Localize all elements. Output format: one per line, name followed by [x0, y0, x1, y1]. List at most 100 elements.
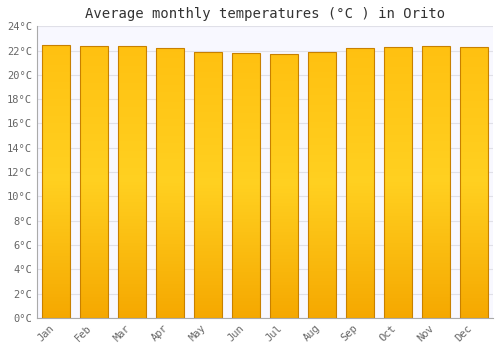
- Bar: [460, 94, 487, 98]
- Bar: [270, 311, 297, 315]
- Bar: [42, 106, 70, 110]
- Bar: [346, 82, 374, 85]
- Bar: [118, 97, 146, 100]
- Bar: [156, 267, 184, 271]
- Bar: [422, 178, 450, 182]
- Bar: [384, 142, 411, 145]
- Bar: [42, 284, 70, 287]
- Bar: [308, 52, 336, 55]
- Bar: [118, 76, 146, 80]
- Bar: [118, 110, 146, 114]
- Bar: [460, 271, 487, 274]
- Bar: [80, 114, 108, 117]
- Bar: [118, 52, 146, 56]
- Bar: [384, 250, 411, 253]
- Bar: [42, 92, 70, 96]
- Bar: [118, 199, 146, 202]
- Bar: [156, 183, 184, 187]
- Bar: [308, 238, 336, 242]
- Bar: [118, 158, 146, 161]
- Bar: [422, 107, 450, 110]
- Bar: [308, 225, 336, 228]
- Bar: [346, 227, 374, 230]
- Bar: [156, 227, 184, 230]
- Bar: [118, 107, 146, 110]
- Bar: [118, 260, 146, 264]
- Bar: [232, 96, 260, 99]
- Bar: [308, 288, 336, 291]
- Bar: [232, 53, 260, 318]
- Bar: [42, 250, 70, 253]
- Bar: [194, 112, 222, 115]
- Bar: [460, 115, 487, 118]
- Bar: [460, 101, 487, 105]
- Bar: [194, 138, 222, 142]
- Bar: [232, 156, 260, 159]
- Bar: [232, 159, 260, 162]
- Bar: [156, 139, 184, 142]
- Bar: [118, 175, 146, 178]
- Bar: [270, 104, 297, 107]
- Bar: [460, 257, 487, 260]
- Bar: [232, 63, 260, 66]
- Bar: [194, 291, 222, 295]
- Bar: [118, 127, 146, 131]
- Bar: [232, 229, 260, 232]
- Bar: [232, 218, 260, 222]
- Bar: [156, 294, 184, 297]
- Bar: [42, 311, 70, 314]
- Bar: [118, 212, 146, 216]
- Bar: [194, 152, 222, 155]
- Bar: [346, 315, 374, 318]
- Bar: [118, 209, 146, 212]
- Bar: [118, 141, 146, 144]
- Bar: [346, 267, 374, 271]
- Bar: [194, 245, 222, 248]
- Bar: [384, 88, 411, 91]
- Bar: [384, 257, 411, 260]
- Bar: [422, 97, 450, 100]
- Bar: [156, 51, 184, 55]
- Bar: [308, 275, 336, 278]
- Bar: [270, 285, 297, 288]
- Bar: [308, 108, 336, 112]
- Bar: [346, 311, 374, 315]
- Bar: [384, 84, 411, 88]
- Bar: [346, 65, 374, 68]
- Bar: [194, 162, 222, 165]
- Bar: [308, 145, 336, 148]
- Bar: [156, 271, 184, 274]
- Bar: [346, 200, 374, 203]
- Bar: [80, 250, 108, 253]
- Bar: [42, 178, 70, 181]
- Bar: [270, 189, 297, 193]
- Bar: [194, 145, 222, 148]
- Bar: [384, 47, 411, 318]
- Bar: [270, 180, 297, 183]
- Bar: [460, 230, 487, 233]
- Bar: [308, 218, 336, 222]
- Bar: [80, 314, 108, 318]
- Bar: [232, 304, 260, 308]
- Bar: [384, 179, 411, 182]
- Bar: [422, 161, 450, 165]
- Bar: [460, 203, 487, 206]
- Bar: [232, 209, 260, 212]
- Bar: [156, 75, 184, 78]
- Bar: [270, 259, 297, 262]
- Bar: [42, 103, 70, 106]
- Bar: [42, 174, 70, 178]
- Bar: [194, 68, 222, 72]
- Bar: [460, 132, 487, 135]
- Bar: [194, 222, 222, 225]
- Bar: [346, 304, 374, 308]
- Bar: [232, 189, 260, 192]
- Bar: [156, 156, 184, 159]
- Bar: [118, 219, 146, 223]
- Bar: [194, 148, 222, 152]
- Bar: [194, 75, 222, 78]
- Bar: [80, 134, 108, 138]
- Bar: [42, 290, 70, 294]
- Bar: [194, 78, 222, 82]
- Bar: [42, 195, 70, 198]
